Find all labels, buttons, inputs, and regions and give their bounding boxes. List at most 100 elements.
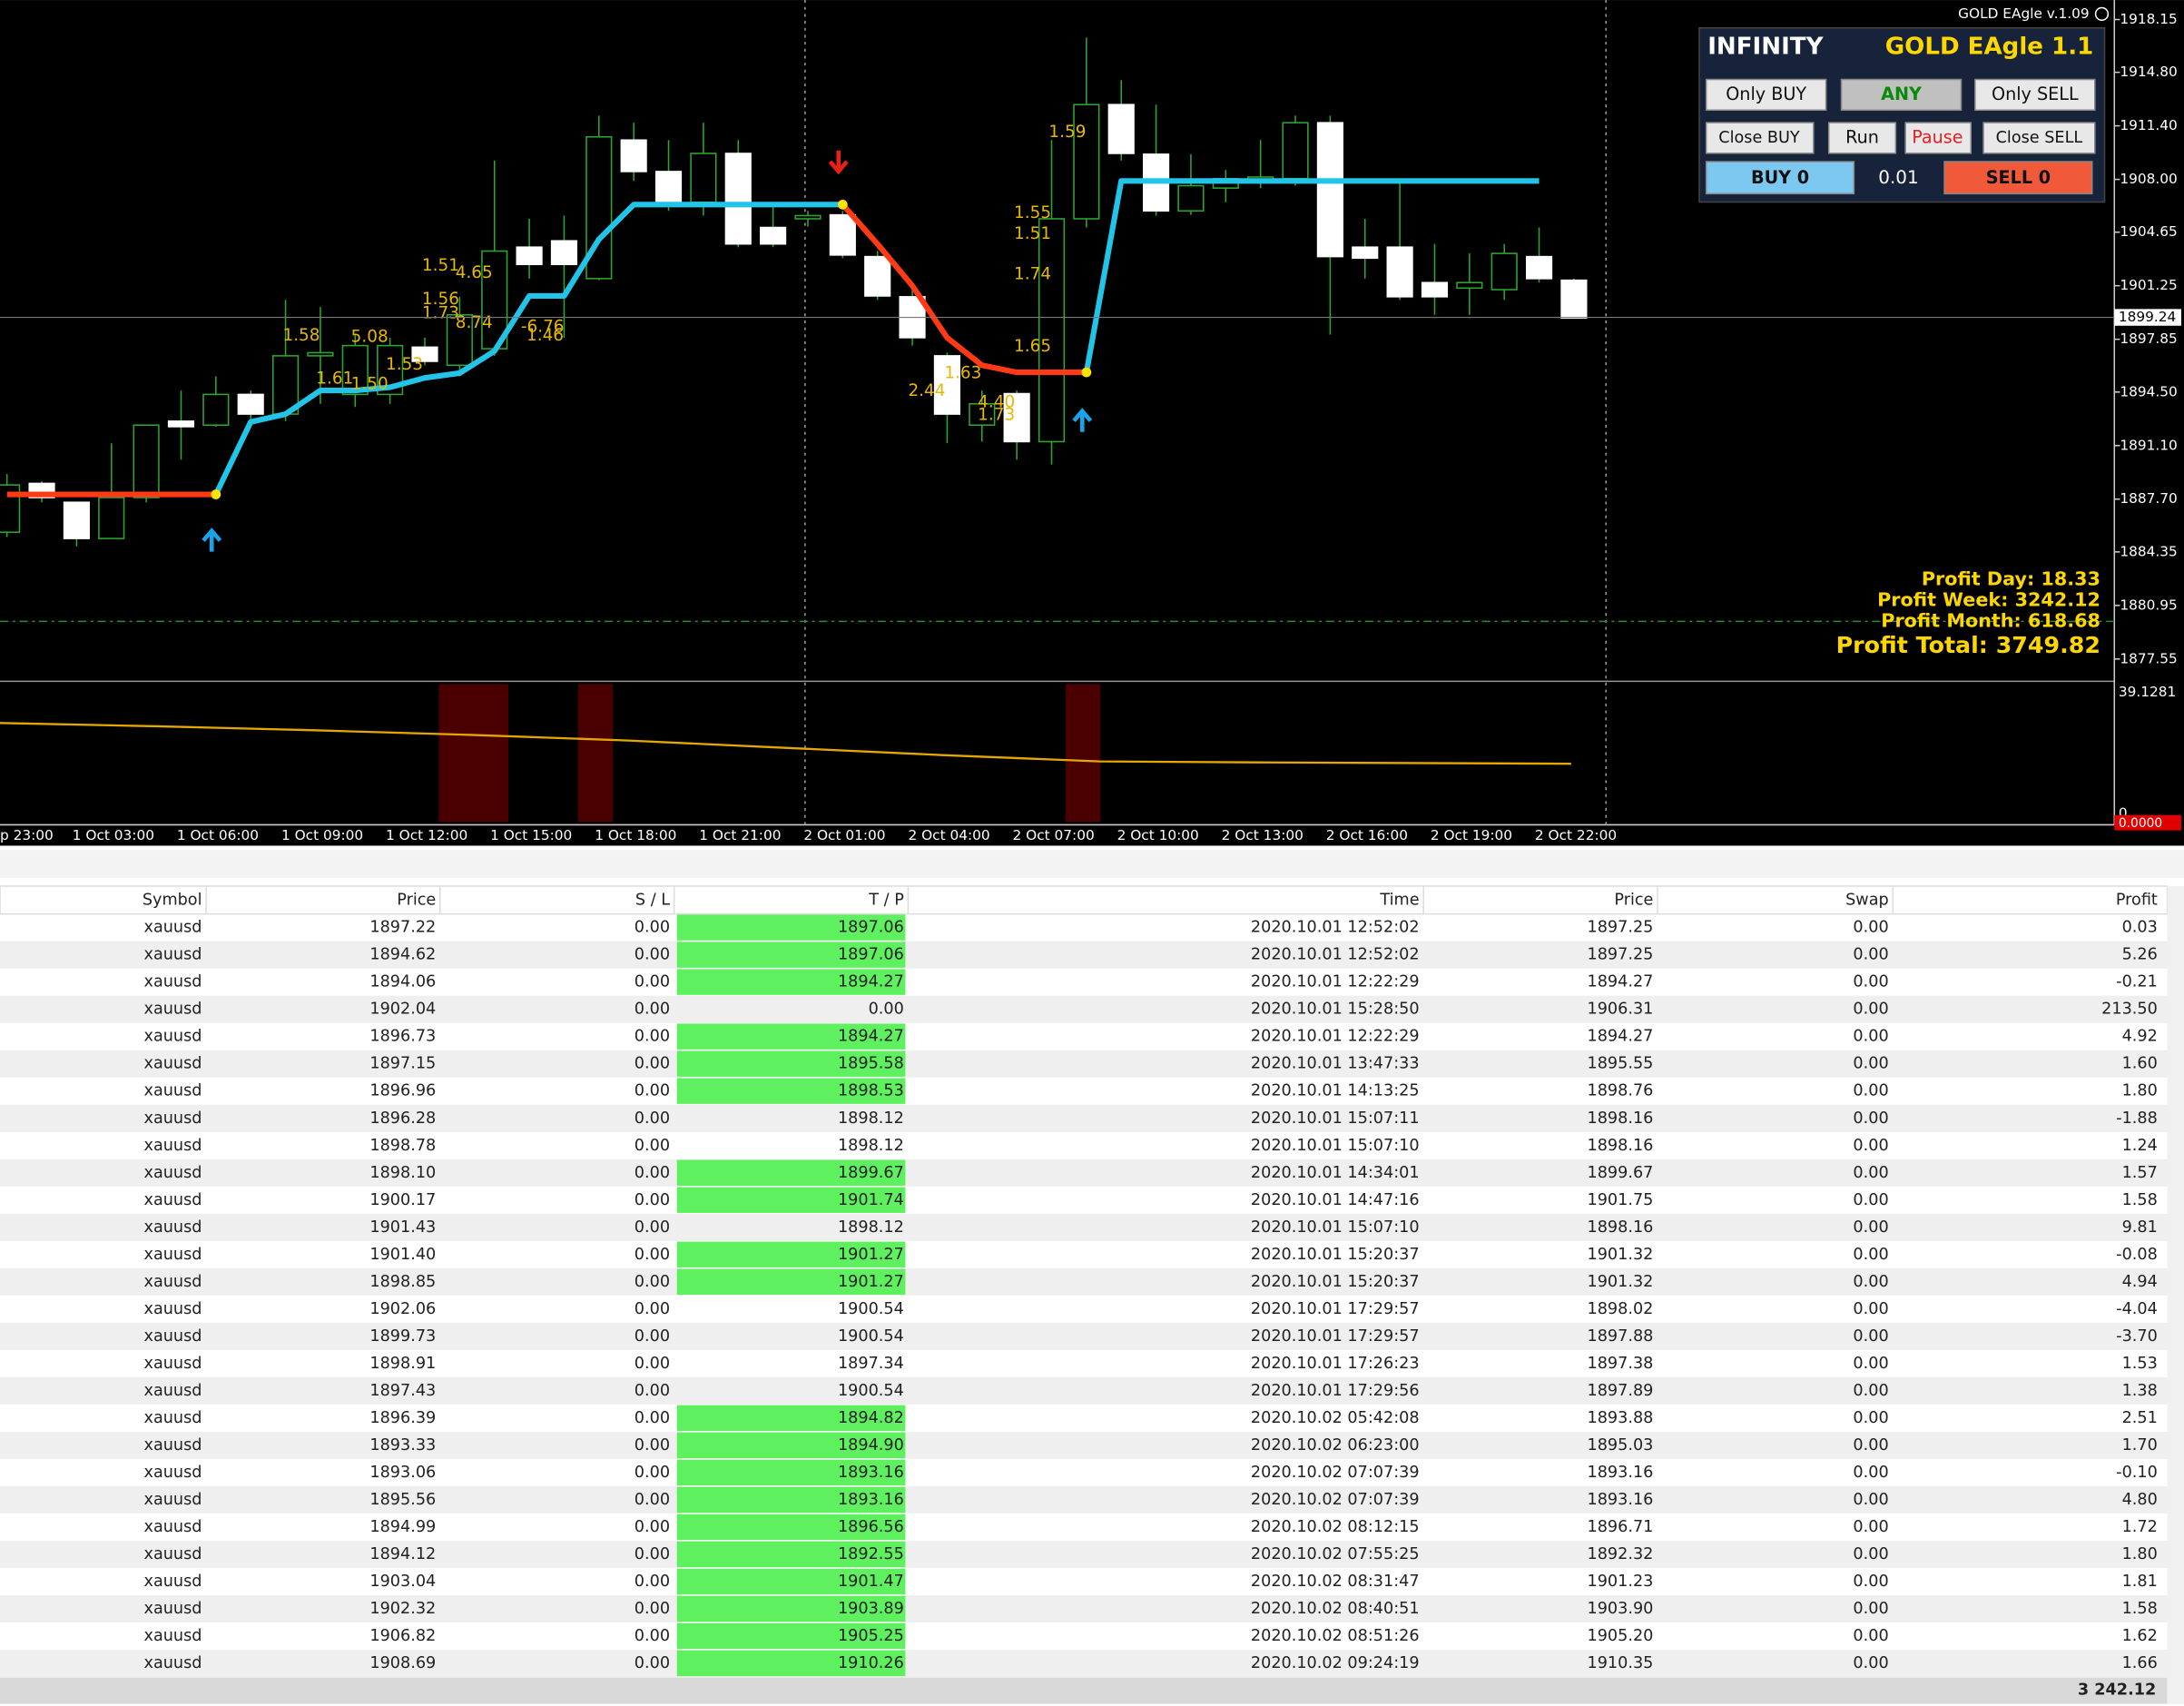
- y-tick-label: 1908.00: [2120, 171, 2177, 187]
- button[interactable]: [1982, 122, 2096, 154]
- candle-body: [1003, 392, 1030, 443]
- cell: 9.81: [2122, 1218, 2158, 1237]
- button-label[interactable]: Run: [1845, 126, 1879, 147]
- cell: xauusd: [144, 1028, 202, 1046]
- cell: 1900.54: [838, 1300, 904, 1318]
- cell: xauusd: [144, 1518, 202, 1536]
- cell: 1.66: [2122, 1654, 2158, 1672]
- tp-highlight: [676, 1187, 906, 1213]
- cell: 1901.23: [1587, 1573, 1653, 1591]
- row-bg: [0, 1376, 2168, 1405]
- cell: 0.00: [635, 1600, 670, 1618]
- cell: 0.00: [635, 1382, 670, 1400]
- tp-highlight: [676, 1050, 906, 1077]
- cell: 0.00: [635, 1082, 670, 1100]
- current-price-box: [2114, 309, 2181, 326]
- cell: 1898.12: [838, 1109, 904, 1128]
- button-label[interactable]: Only BUY: [1726, 84, 1806, 104]
- annotation: 1.73: [978, 405, 1015, 424]
- cell: 0.00: [1853, 973, 1888, 991]
- scrollbar[interactable]: [2167, 885, 2184, 1704]
- cell: 1905.25: [838, 1627, 904, 1645]
- cell: 2020.10.02 08:31:47: [1251, 1573, 1420, 1591]
- cell: 2020.10.01 12:22:29: [1251, 1028, 1420, 1046]
- button[interactable]: [1827, 122, 1897, 154]
- column-header[interactable]: S / L: [635, 891, 670, 909]
- cell: 1905.20: [1587, 1627, 1653, 1645]
- cell: 1903.90: [1587, 1600, 1653, 1618]
- column-header[interactable]: Profit: [2116, 891, 2158, 909]
- button[interactable]: [1904, 122, 1972, 154]
- cell: 2020.10.01 17:29:57: [1251, 1327, 1420, 1346]
- x-tick-label: 1 Oct 03:00: [73, 827, 154, 843]
- annotation: 2.44: [908, 381, 945, 400]
- cell: 1908.69: [369, 1654, 436, 1672]
- cell: 1.58: [2122, 1191, 2158, 1209]
- cell: -3.70: [2116, 1327, 2158, 1346]
- button-label[interactable]: Pause: [1912, 126, 1963, 147]
- cell: 2020.10.01 12:22:29: [1251, 973, 1420, 991]
- button[interactable]: [1943, 161, 2093, 195]
- button[interactable]: [1705, 161, 1855, 195]
- candle-body: [411, 346, 438, 362]
- candle-body: [1386, 246, 1413, 298]
- column-header[interactable]: Price: [1614, 891, 1653, 909]
- cell: 0.00: [1853, 1327, 1888, 1346]
- button-label[interactable]: Only SELL: [1992, 84, 2079, 104]
- column-header[interactable]: Swap: [1845, 891, 1889, 909]
- cell: 1901.74: [838, 1191, 904, 1209]
- candle-body: [829, 213, 856, 256]
- cell: 1895.56: [369, 1491, 436, 1509]
- cell: 1894.06: [369, 973, 436, 991]
- y-tick-label: 1877.55: [2120, 650, 2177, 666]
- cell: 0.00: [635, 1246, 670, 1264]
- cell: 2020.10.01 12:52:02: [1251, 919, 1420, 937]
- button[interactable]: [1840, 78, 1963, 112]
- close-icon[interactable]: [2094, 6, 2110, 22]
- cell: 2020.10.02 09:24:19: [1251, 1654, 1420, 1672]
- cell: -1.88: [2116, 1109, 2158, 1128]
- cell: 0.00: [1853, 1518, 1888, 1536]
- cell: 0.00: [1853, 1082, 1888, 1100]
- cell: 1896.73: [369, 1028, 436, 1046]
- x-tick-label: 1 Oct 12:00: [386, 827, 467, 843]
- lot-size[interactable]: 0.01: [1878, 166, 1918, 188]
- column-header[interactable]: T / P: [868, 891, 904, 909]
- cell: 1901.40: [369, 1246, 436, 1264]
- y-tick-label: 1880.95: [2120, 597, 2177, 613]
- cell: 1897.88: [1587, 1327, 1653, 1346]
- cell: 1900.54: [838, 1382, 904, 1400]
- cell: 1.53: [2122, 1355, 2158, 1373]
- cell: 1.80: [2122, 1082, 2158, 1100]
- cell: 1901.32: [1587, 1273, 1653, 1291]
- cell: xauusd: [144, 1654, 202, 1672]
- button[interactable]: [1974, 78, 2096, 112]
- cell: 0.00: [1853, 1164, 1888, 1182]
- button-label[interactable]: BUY 0: [1751, 167, 1809, 188]
- panel-title: GOLD EAgle 1.1: [1885, 34, 2093, 61]
- row-bg: [0, 1594, 2168, 1622]
- button-label[interactable]: SELL 0: [1986, 167, 2051, 188]
- button-label[interactable]: ANY: [1881, 84, 1923, 104]
- indicator-line: [0, 722, 1571, 765]
- button[interactable]: [1705, 78, 1827, 112]
- column-header[interactable]: Symbol: [143, 891, 202, 909]
- cell: 1897.34: [838, 1355, 904, 1373]
- button-label[interactable]: Close SELL: [1996, 129, 2083, 147]
- candle-body: [167, 420, 195, 428]
- cell: xauusd: [144, 1137, 202, 1155]
- candle-body: [620, 139, 647, 173]
- cell: 1899.67: [1587, 1164, 1653, 1182]
- candle-body: [1421, 281, 1449, 298]
- cell: 0.03: [2122, 919, 2158, 937]
- column-header[interactable]: Time: [1379, 891, 1419, 909]
- cell: 1898.85: [369, 1273, 436, 1291]
- profit-total: Profit Total: 3749.82: [1836, 632, 2100, 658]
- button-label[interactable]: Close BUY: [1718, 129, 1800, 147]
- cell: 1.72: [2122, 1518, 2158, 1536]
- annotation: 1.59: [1048, 123, 1086, 142]
- annotation: 4.40: [978, 392, 1015, 411]
- button[interactable]: [1705, 122, 1815, 154]
- column-header[interactable]: Price: [397, 891, 436, 909]
- annotation: 1.51: [422, 256, 459, 275]
